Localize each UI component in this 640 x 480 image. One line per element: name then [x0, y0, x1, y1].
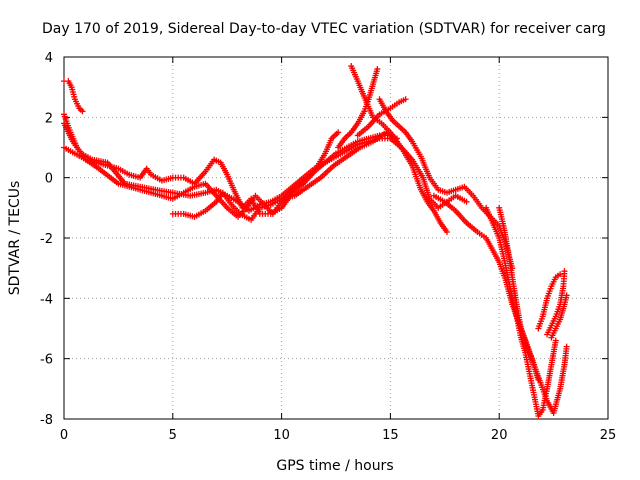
y-tick-label: -2 — [40, 232, 53, 247]
x-tick-label: 20 — [491, 428, 508, 443]
data-point — [552, 337, 559, 344]
x-axis-label: GPS time / hours — [276, 458, 393, 474]
x-tick-label: 0 — [60, 428, 68, 443]
y-tick-label: 2 — [45, 111, 53, 126]
chart-title: Day 170 of 2019, Sidereal Day-to-day VTE… — [42, 21, 606, 37]
x-tick-label: 25 — [600, 428, 617, 443]
series-arc-12 — [496, 204, 570, 416]
y-axis-label: SDTVAR / TECUs — [7, 181, 23, 296]
series-arc-1 — [61, 78, 86, 115]
axis-ticks: 0 5 10 15 20 25 -8 -6 -4 -2 0 2 4 — [40, 51, 616, 443]
data-point — [79, 108, 86, 115]
data-point — [335, 144, 342, 151]
y-tick-label: -6 — [40, 353, 53, 368]
data-series — [61, 63, 570, 419]
y-tick-label: 4 — [45, 51, 53, 66]
data-point — [463, 198, 470, 205]
series-arc-15 — [548, 292, 570, 341]
series-arc-6 — [348, 63, 450, 235]
data-point — [443, 228, 450, 235]
series-arc-9 — [376, 96, 516, 272]
series-arc-3 — [61, 120, 470, 214]
data-point — [335, 129, 342, 136]
data-point — [561, 268, 568, 275]
series-arc-11 — [483, 204, 559, 419]
data-point — [563, 343, 570, 350]
x-tick-label: 10 — [273, 428, 290, 443]
x-tick-label: 5 — [169, 428, 177, 443]
series-arc-5 — [169, 129, 400, 223]
y-tick-label: -8 — [40, 413, 53, 428]
data-point — [563, 292, 570, 299]
series-arc-7 — [335, 66, 381, 151]
x-tick-label: 15 — [382, 428, 399, 443]
series-arc-13 — [535, 271, 564, 332]
y-tick-label: -4 — [40, 292, 53, 307]
data-point — [402, 96, 409, 103]
y-tick-label: 0 — [45, 172, 53, 187]
